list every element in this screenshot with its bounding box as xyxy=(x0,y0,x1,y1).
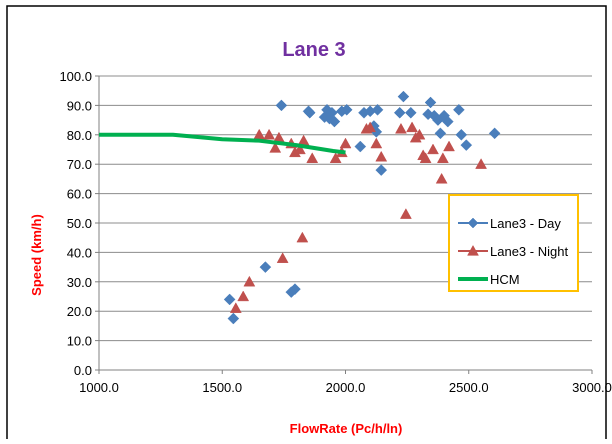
chart-title: Lane 3 xyxy=(282,39,345,61)
y-tick-label: 60.0 xyxy=(67,187,92,202)
data-point-lane3-night xyxy=(364,121,377,133)
data-point-lane3-night xyxy=(269,142,282,153)
y-tick-label: 40.0 xyxy=(67,245,92,260)
data-point-lane3-night xyxy=(339,137,352,149)
data-point-lane3-day xyxy=(328,115,341,128)
data-point-lane3-day xyxy=(404,106,417,119)
y-tick-label: 0.0 xyxy=(74,363,92,378)
data-point-lane3-night xyxy=(243,275,256,287)
y-tick-label: 50.0 xyxy=(67,216,92,231)
y-axis-label: Speed (km/h) xyxy=(29,214,44,296)
data-point-lane3-night xyxy=(370,137,383,149)
x-tick-label: 2500.0 xyxy=(449,380,489,395)
data-point-lane3-day xyxy=(259,261,272,273)
data-point-lane3-night xyxy=(413,128,426,140)
data-point-lane3-day xyxy=(223,293,236,306)
legend-marker-lane3-night xyxy=(467,244,479,256)
data-point-lane3-day xyxy=(393,106,406,119)
data-point-lane3-day xyxy=(371,103,384,116)
data-point-lane3-night xyxy=(443,140,455,152)
data-series xyxy=(99,90,501,325)
data-point-lane3-night xyxy=(276,252,289,263)
data-point-lane3-night xyxy=(395,122,407,134)
x-tick-label: 1000.0 xyxy=(79,380,119,395)
y-tick-label: 100.0 xyxy=(59,69,92,84)
y-tick-label: 20.0 xyxy=(67,304,92,319)
data-point-lane3-night xyxy=(293,143,306,155)
data-point-lane3-night xyxy=(263,128,276,140)
data-point-lane3-day xyxy=(441,115,454,128)
data-point-lane3-day xyxy=(434,127,447,140)
data-point-lane3-day xyxy=(488,127,501,140)
y-tick-label: 90.0 xyxy=(67,98,92,113)
y-tick-label: 30.0 xyxy=(67,275,92,290)
data-point-lane3-night xyxy=(229,302,242,313)
data-point-lane3-day xyxy=(460,139,473,151)
data-point-lane3-night xyxy=(427,143,439,155)
data-point-lane3-night xyxy=(435,172,448,184)
legend-label-lane3-night: Lane3 - Night xyxy=(490,244,568,259)
data-point-lane3-day xyxy=(275,99,288,112)
data-point-lane3-day xyxy=(424,96,437,109)
data-point-lane3-night xyxy=(329,152,342,163)
data-point-lane3-day xyxy=(453,103,465,116)
data-point-lane3-day xyxy=(340,103,353,116)
y-tick-label: 70.0 xyxy=(67,157,92,172)
tick-labels: 0.0 10.0 20.0 30.0 40.0 50.0 60.0 70.0 80.0 90.0 1… xyxy=(59,69,611,395)
data-point-lane3-night xyxy=(375,150,388,162)
series-line-hcm xyxy=(99,132,346,155)
data-point-lane3-night xyxy=(406,121,418,133)
x-tick-label: 3000.0 xyxy=(572,380,612,395)
data-point-lane3-night xyxy=(436,152,449,163)
legend: Lane3 - Day Lane3 - Night HCM xyxy=(448,194,579,292)
data-point-lane3-day xyxy=(303,106,316,119)
legend-box xyxy=(448,194,579,292)
data-point-lane3-day xyxy=(354,140,367,153)
x-tick-label: 1500.0 xyxy=(202,380,242,395)
y-tick-label: 80.0 xyxy=(67,128,92,143)
data-point-lane3-day xyxy=(227,312,240,325)
data-point-lane3-night xyxy=(296,231,309,243)
data-point-lane3-night xyxy=(306,152,319,163)
data-point-lane3-day xyxy=(397,90,410,103)
data-point-lane3-day xyxy=(375,164,388,176)
data-point-lane3-night xyxy=(475,158,487,169)
legend-label-hcm: HCM xyxy=(490,272,520,287)
data-point-lane3-night xyxy=(237,290,250,302)
y-tick-label: 10.0 xyxy=(67,334,92,349)
axes xyxy=(95,75,593,374)
data-point-lane3-night xyxy=(399,208,412,219)
data-point-lane3-night xyxy=(419,152,432,163)
legend-label-lane3-day: Lane3 - Day xyxy=(490,216,561,231)
data-point-lane3-day xyxy=(455,128,468,141)
data-point-lane3-day xyxy=(289,283,301,296)
legend-marker-lane3-day xyxy=(467,217,479,229)
x-tick-label: 2000.0 xyxy=(326,380,366,395)
x-axis-label: FlowRate (Pc/h/ln) xyxy=(290,421,403,436)
